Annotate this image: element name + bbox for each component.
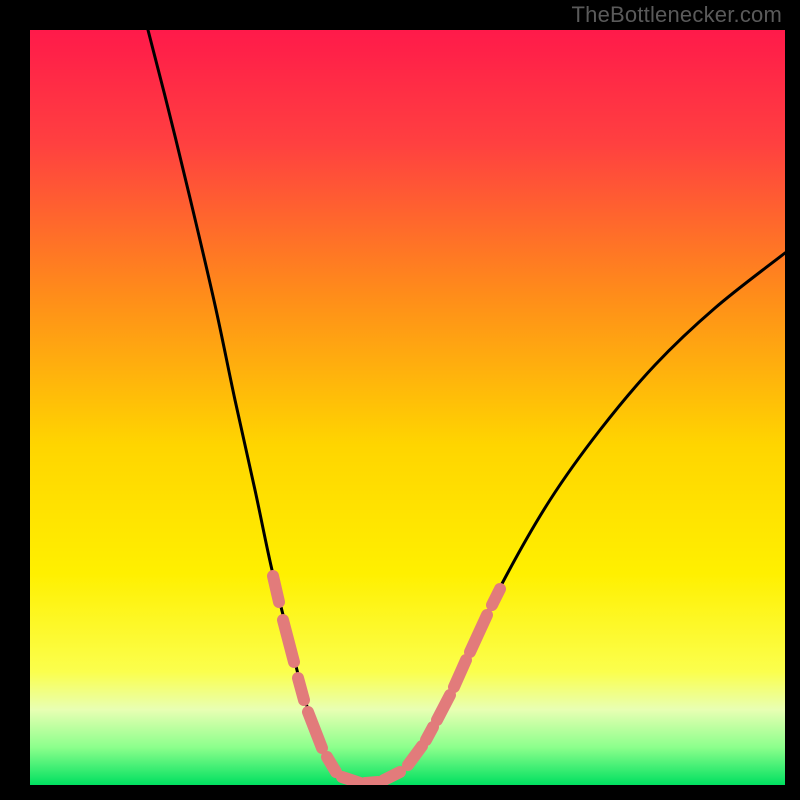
dash-left-4 (327, 757, 336, 772)
dash-left-2 (298, 678, 304, 700)
watermark-text: TheBottlenecker.com (572, 2, 782, 28)
gradient-background (30, 30, 785, 785)
dash-left-0 (273, 576, 279, 602)
plot-area (30, 30, 785, 785)
dash-right-0 (365, 782, 378, 783)
dash-left-5 (342, 777, 360, 783)
dash-right-3 (426, 727, 433, 740)
dash-right-1 (384, 772, 400, 780)
chart-container: TheBottlenecker.com (0, 0, 800, 800)
dash-right-7 (492, 589, 500, 605)
chart-svg (30, 30, 785, 785)
